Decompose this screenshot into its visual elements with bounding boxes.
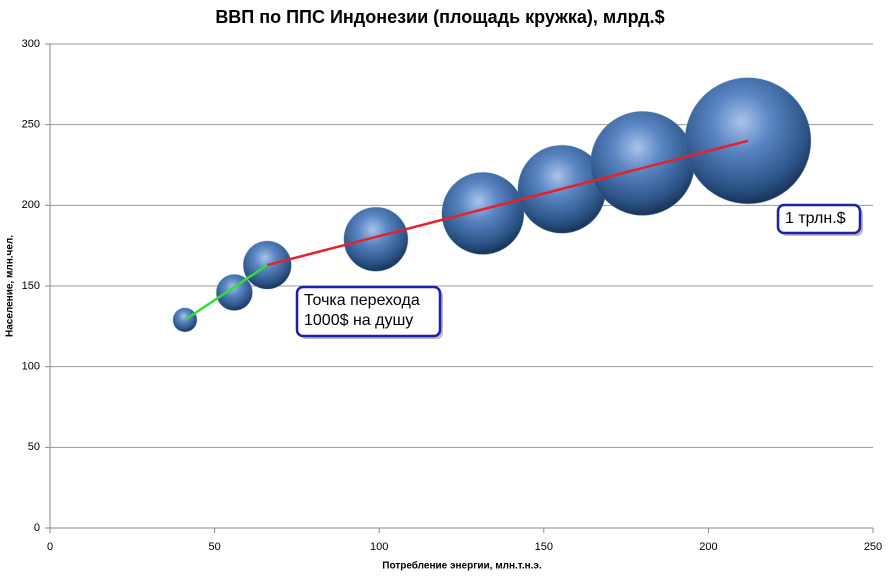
y-tick-label: 150 — [22, 280, 40, 292]
y-tick-label: 100 — [22, 361, 40, 373]
x-tick-label: 50 — [208, 541, 220, 553]
annotation-box — [776, 203, 862, 235]
y-tick-label: 300 — [22, 38, 40, 50]
x-tick-label: 100 — [370, 541, 388, 553]
bubble — [590, 110, 696, 216]
bubble — [172, 307, 198, 333]
y-tick-label: 250 — [22, 119, 40, 131]
annotation-text: 1 трлн.$ — [785, 210, 846, 227]
trend-line — [184, 263, 268, 321]
annotation-box — [295, 285, 442, 338]
y-tick-label: 50 — [28, 441, 40, 453]
y-tick-label: 200 — [22, 199, 40, 211]
chart-title: ВВП по ППС Индонезии (площадь кружка), м… — [215, 7, 664, 27]
y-tick-label: 0 — [34, 522, 40, 534]
annotation-text: Точка перехода — [304, 292, 420, 309]
bubble — [343, 206, 409, 272]
y-axis-label: Население, млн.чел. — [5, 235, 16, 337]
annotation-text: 1000$ на душу — [304, 312, 413, 329]
bubble — [215, 273, 253, 311]
x-tick-label: 150 — [535, 541, 553, 553]
trend-line — [266, 139, 749, 267]
bubble — [441, 171, 525, 255]
x-tick-label: 0 — [47, 541, 53, 553]
x-tick-label: 250 — [864, 541, 882, 553]
x-tick-label: 200 — [699, 541, 717, 553]
x-axis-label: Потребление энергии, млн.т.н.э. — [382, 560, 542, 572]
